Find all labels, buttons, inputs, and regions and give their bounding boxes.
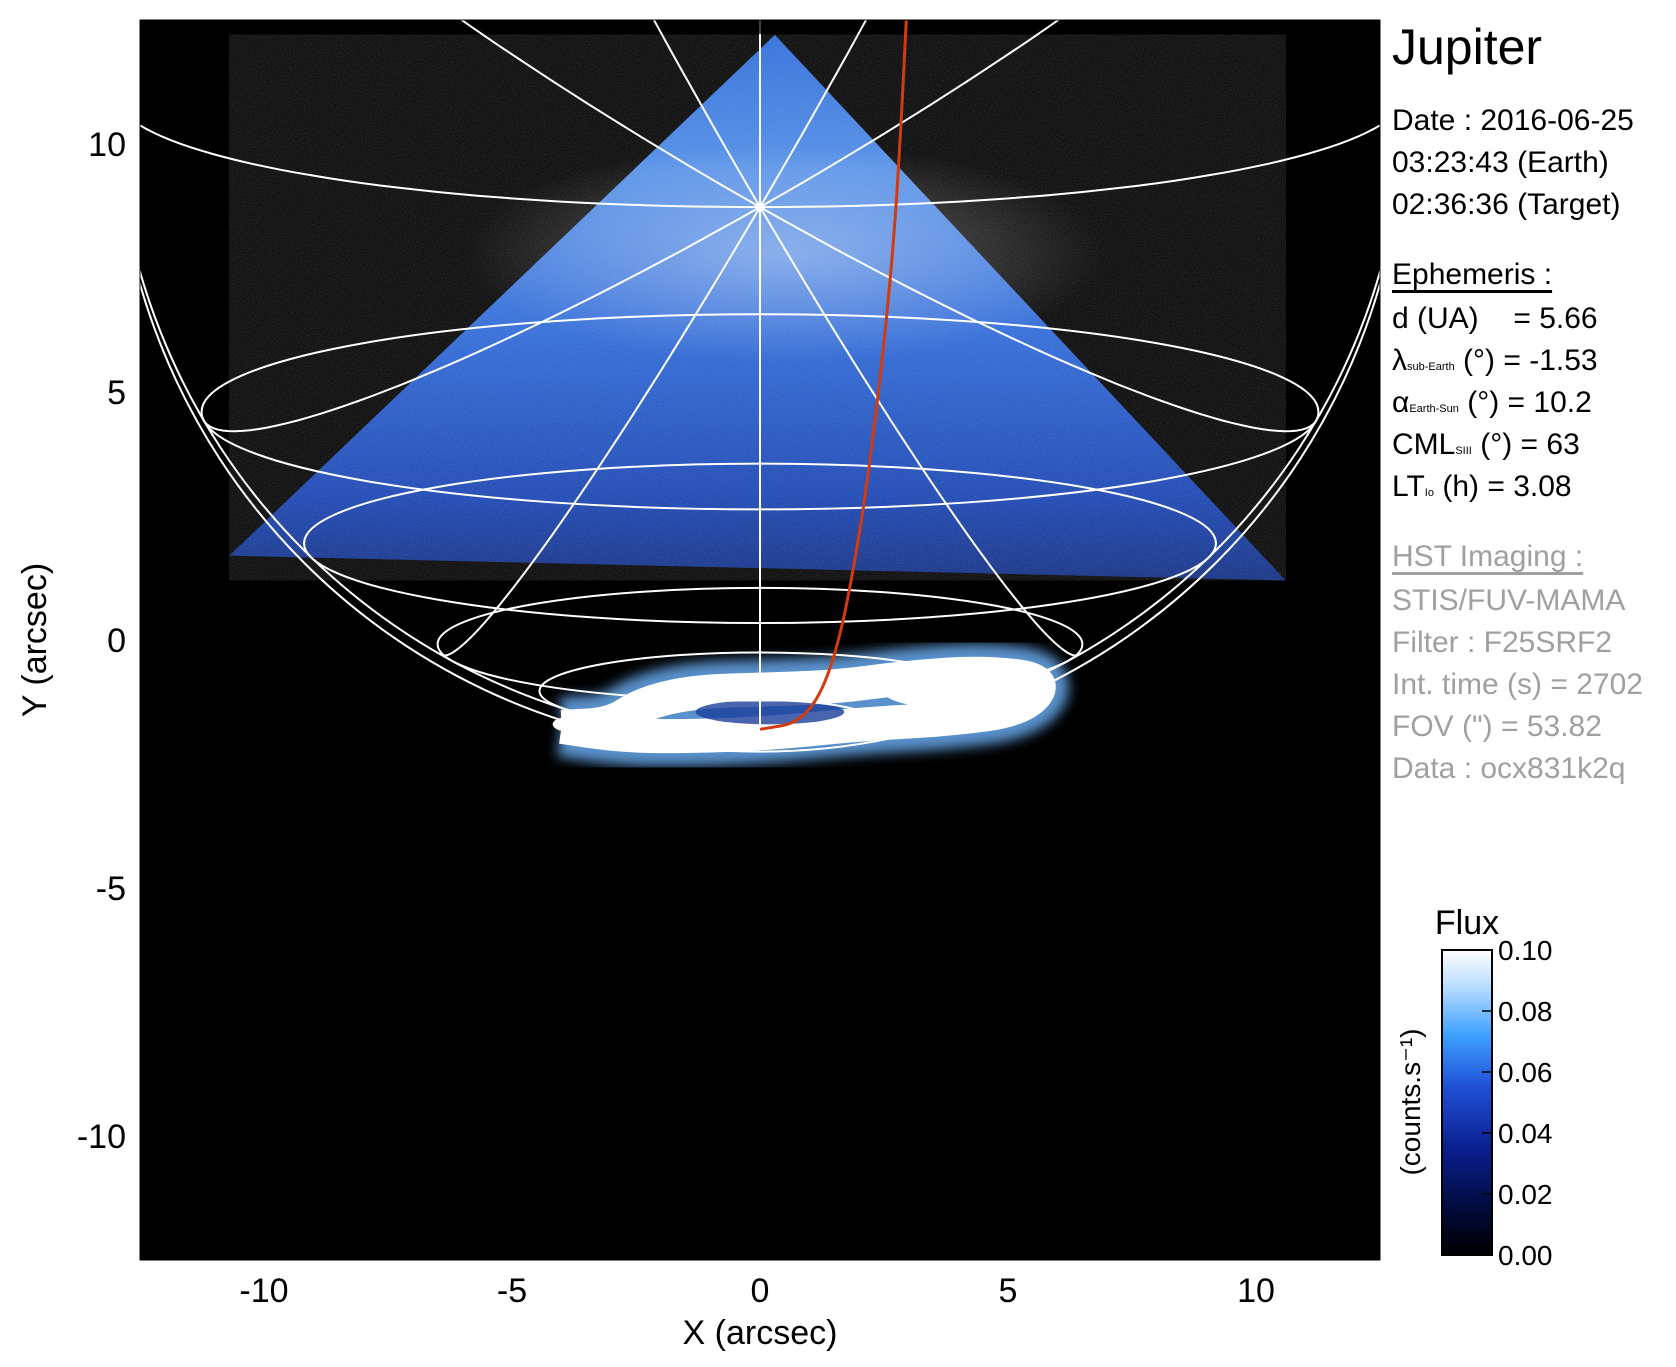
hst-instrument: STIS/FUV-MAMA [1392,584,1626,617]
distance-value: = 5.66 [1513,302,1598,335]
planet-name: Jupiter [1392,19,1543,75]
lat-lon-grid [140,20,1380,753]
longitude-line [442,206,761,657]
x-tick-label: 0 [751,1272,770,1310]
x-tick-label: -10 [239,1272,288,1310]
longitude-line [759,206,1317,433]
longitude-line [459,20,761,208]
earth-time: 03:23:43 (Earth) [1392,146,1609,179]
observation-date: Date : 2016-06-25 [1392,104,1634,137]
io-footprint-curve [759,20,908,731]
colorbar-tick-label: 0.04 [1498,1118,1553,1149]
longitude-line [759,20,868,208]
sub-earth-value: = -1.53 [1503,344,1598,377]
auroral-bright-patch [884,674,1043,710]
phase-angle-unit: (°) [1467,386,1500,419]
hst-fov: FOV (") = 53.82 [1392,710,1602,743]
y-tick-label: 0 [107,622,126,660]
x-axis-label: X (arcsec) [683,1314,838,1352]
local-time-unit: (h) [1442,470,1479,503]
local-time-subscript: Io [1424,487,1434,499]
phase-angle-symbol: α [1392,386,1410,419]
local-time-row: LTIo (h) = 3.08 [1392,470,1572,504]
hst-data: Data : ocx831k2q [1392,752,1626,785]
cml-row: CMLSIII (°) = 63 [1392,428,1580,462]
polar-haze [462,144,1108,363]
longitude-line [759,206,1078,657]
x-tick-label: 10 [1237,1272,1275,1310]
colorbar: Flux (counts.s⁻¹) 0.000.020.040.060.080.… [1395,904,1553,1271]
y-tick-label: 10 [88,126,126,164]
colorbar-unit-label: (counts.s⁻¹) [1395,1028,1426,1175]
colorbar-gradient [1441,949,1493,1256]
colorbar-tick-label: 0.10 [1498,935,1553,966]
hst-header: HST Imaging : [1392,540,1584,573]
distance-row: d (UA) = 5.66 [1392,302,1598,336]
sub-earth-unit: (°) [1463,344,1496,377]
hst-filter: Filter : F25SRF2 [1392,626,1613,659]
cml-subscript: SIII [1455,445,1472,457]
y-axis-label: Y (arcsec) [16,563,54,717]
longitude-line [140,124,761,209]
longitude-line [203,206,761,433]
colorbar-title: Flux [1435,904,1499,942]
longitude-line [652,20,761,208]
longitude-line [759,20,1061,208]
distance-label: d (UA) [1392,302,1479,335]
cml-value: = 63 [1520,428,1580,461]
io-spot-emission [552,717,581,732]
y-tick-label: 5 [107,374,126,412]
ephemeris-header: Ephemeris : [1392,258,1553,291]
planet-limb-outer [140,280,1380,753]
phase-angle-value: = 10.2 [1507,386,1592,419]
y-tick-label: -5 [96,870,126,908]
target-time: 02:36:36 (Target) [1392,188,1621,221]
longitude-line [759,124,1380,209]
local-time-value: = 3.08 [1487,470,1572,503]
x-tick-label: -5 [497,1272,527,1310]
colorbar-tick-label: 0.02 [1498,1179,1553,1210]
sub-earth-symbol: λ [1392,344,1407,377]
auroral-oval [559,656,1056,754]
polar-cap-dark [695,699,845,725]
cml-symbol: CML [1392,428,1456,461]
x-tick-label: 5 [999,1272,1018,1310]
colorbar-tick-label: 0.08 [1498,996,1553,1027]
colorbar-ticks: 0.00 0.02 0.04 0.06 0.08 0.10 [1482,935,1553,1271]
planet-limb [140,267,1380,741]
sub-earth-subscript: sub-Earth [1407,361,1455,373]
sub-earth-row: λsub-Earth (°) = -1.53 [1392,344,1598,378]
y-tick-label: -10 [77,1118,126,1156]
hst-int-time: Int. time (s) = 2702 [1392,668,1643,701]
colorbar-tick-label: 0.00 [1498,1240,1553,1271]
axes: -10 -5 0 5 10 -10 -5 0 5 10 [77,20,1380,1310]
phase-angle-row: αEarth-Sun (°) = 10.2 [1392,386,1592,420]
cml-unit: (°) [1480,428,1513,461]
phase-angle-subscript: Earth-Sun [1409,403,1459,415]
colorbar-tick-label: 0.06 [1498,1057,1553,1088]
image-layer [229,34,1286,767]
local-time-symbol: LT [1392,470,1425,503]
io-footprint-layer [759,20,908,731]
